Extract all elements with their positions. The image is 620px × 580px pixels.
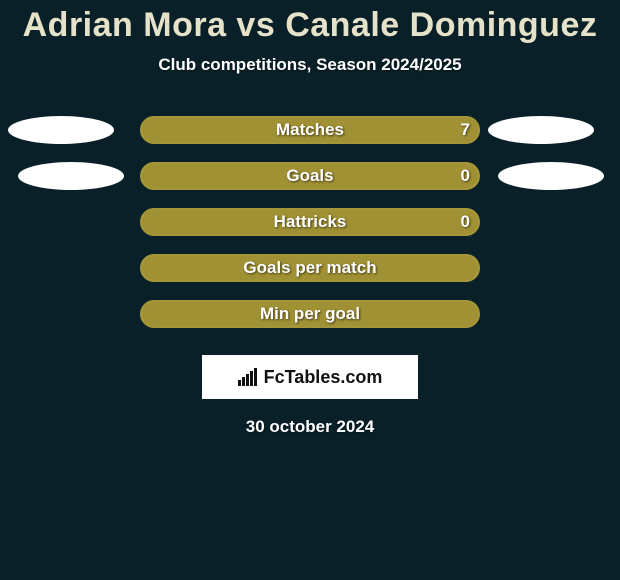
stat-row: Goals per match [0,245,620,291]
stat-row: Goals0 [0,153,620,199]
stat-bar [140,116,480,144]
page-subtitle: Club competitions, Season 2024/2025 [0,55,620,75]
logo-text: FcTables.com [264,367,383,388]
page-title: Adrian Mora vs Canale Dominguez [0,0,620,45]
player-right-ellipse [498,162,604,190]
player-right-ellipse [488,116,594,144]
stat-bar [140,162,480,190]
stat-bar [140,254,480,282]
player-left-ellipse [18,162,124,190]
comparison-infographic: Adrian Mora vs Canale Dominguez Club com… [0,0,620,580]
bars-icon [238,368,260,386]
stat-row: Hattricks0 [0,199,620,245]
player-left-ellipse [8,116,114,144]
logo: FcTables.com [238,367,383,388]
stat-row: Min per goal [0,291,620,337]
stat-bar [140,208,480,236]
date-line: 30 october 2024 [0,417,620,437]
stat-row: Matches7 [0,107,620,153]
stat-bar [140,300,480,328]
stat-rows: Matches7Goals0Hattricks0Goals per matchM… [0,107,620,337]
logo-box: FcTables.com [202,355,418,399]
